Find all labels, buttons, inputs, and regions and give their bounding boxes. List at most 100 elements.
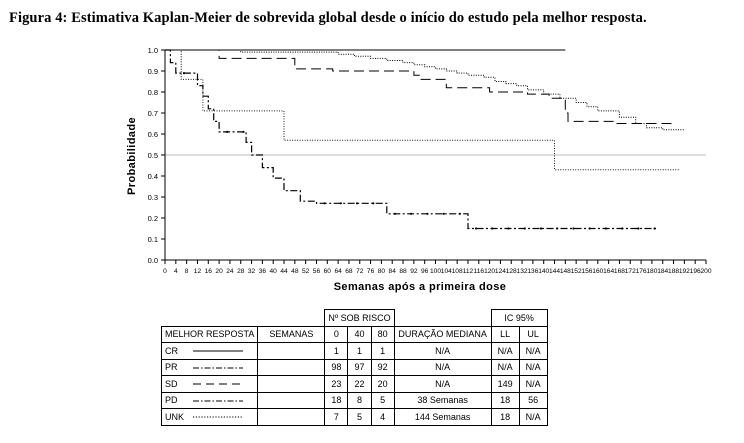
table-cell-ul: N/A <box>518 358 548 376</box>
pd-censor-mark <box>410 212 413 215</box>
pd-censor-mark <box>242 130 245 133</box>
table-row: PD 18 8 5 38 Semanas 18 56 <box>160 391 548 409</box>
table-cell-ul: 56 <box>518 391 548 409</box>
x-tick-label: 40 <box>270 268 278 275</box>
table-cell-group: SD <box>160 375 259 393</box>
table-blank-cell <box>394 310 491 327</box>
x-tick-label: 164 <box>603 268 614 275</box>
y-tick-label: 0.6 <box>148 130 158 139</box>
pd-censor-mark <box>372 202 375 205</box>
table-cell-r80: 92 <box>370 358 395 376</box>
figure-title: Figura 4: Estimativa Kaplan-Meier de sob… <box>9 10 647 26</box>
legend-line-sample <box>193 400 243 402</box>
pd-censor-mark <box>442 212 445 215</box>
table-cell-ll: N/A <box>490 342 520 360</box>
legend-line-sample <box>193 367 243 369</box>
table-cell-ul: N/A <box>518 408 548 426</box>
table-cell-r0: 23 <box>324 375 349 393</box>
table-cell-median: N/A <box>393 375 492 393</box>
y-tick-label: 0.1 <box>148 235 158 244</box>
col-header: SEMANAS <box>257 325 326 343</box>
x-tick-label: 140 <box>538 268 549 275</box>
pd-censor-mark <box>507 227 510 230</box>
table-cell-semanas <box>257 358 326 376</box>
col-header: 0 <box>324 325 349 343</box>
table-row: CR 1 1 1 N/A N/A N/A <box>160 342 548 360</box>
y-tick-label: 0.2 <box>148 214 158 223</box>
pd-censor-mark <box>621 227 624 230</box>
table-blank-cell <box>258 310 325 327</box>
pd-censor-mark <box>323 202 326 205</box>
col-header: 80 <box>370 325 395 343</box>
y-tick-label: 1.0 <box>148 46 158 55</box>
table-cell-group: CR <box>160 342 259 360</box>
pd-censor-mark <box>182 72 186 75</box>
x-tick-label: 100 <box>430 268 441 275</box>
series-line-pr <box>165 49 685 131</box>
col-header: DURAÇÃO MEDIANA <box>393 325 492 343</box>
table-cell-ul: N/A <box>518 375 548 393</box>
table-cell-median: 144 Semanas <box>393 408 492 426</box>
x-tick-label: 16 <box>205 268 213 275</box>
table-cell-semanas <box>257 375 326 393</box>
x-tick-label: 88 <box>399 268 407 275</box>
table-cell-median: N/A <box>393 358 492 376</box>
x-tick-label: 96 <box>421 268 429 275</box>
table-cell-r0: 7 <box>324 408 349 426</box>
col-header: LL <box>490 325 520 343</box>
table-cell-r80: 20 <box>370 375 395 393</box>
table-cell-ll: N/A <box>490 358 520 376</box>
table-cell-r80: 5 <box>370 391 395 409</box>
x-tick-label: 56 <box>313 268 321 275</box>
x-tick-label: 200 <box>700 268 711 275</box>
x-tick-label: 36 <box>259 268 267 275</box>
x-tick-label: 128 <box>506 268 517 275</box>
table-cell-group: PD <box>160 391 259 409</box>
legend-line-sample <box>193 350 243 352</box>
pd-censor-mark <box>426 212 429 215</box>
pd-censor-mark <box>393 212 397 215</box>
table-blank-cell <box>162 310 258 327</box>
x-tick-label: 72 <box>356 268 364 275</box>
ci-header: IC 95% <box>490 309 548 327</box>
x-tick-label: 68 <box>345 268 353 275</box>
col-header: 40 <box>347 325 372 343</box>
table-cell-median: N/A <box>393 342 492 360</box>
x-tick-label: 132 <box>517 268 528 275</box>
x-tick-label: 104 <box>441 268 452 275</box>
x-tick-label: 8 <box>185 268 189 275</box>
x-tick-label: 124 <box>495 268 506 275</box>
col-header: UL <box>518 325 548 343</box>
x-tick-label: 196 <box>690 268 701 275</box>
x-tick-label: 168 <box>614 268 625 275</box>
pd-censor-mark <box>588 227 591 230</box>
x-tick-label: 180 <box>646 268 657 275</box>
x-tick-label: 60 <box>324 268 332 275</box>
table-cell-r80: 4 <box>370 408 395 426</box>
table-cell-semanas <box>257 408 326 426</box>
x-tick-label: 112 <box>463 268 474 275</box>
chart-axes: 0.00.10.20.30.40.50.60.70.80.91.00 4 8 12 16… <box>148 46 712 275</box>
x-tick-label: 192 <box>679 268 690 275</box>
risk-table: Nº SOB RISCO IC 95% MELHOR RESPOSTA SEMA… <box>160 309 548 426</box>
table-cell-r0: 98 <box>324 358 349 376</box>
table-header-row: MELHOR RESPOSTA SEMANAS 0 40 80 DURAÇÃO … <box>160 325 548 343</box>
x-tick-label: 80 <box>378 268 386 275</box>
x-tick-label: 4 <box>174 268 178 275</box>
series-line-pd <box>165 49 658 230</box>
table-row: PR 98 97 92 N/A N/A N/A <box>160 358 548 376</box>
series-line-unk <box>165 49 679 171</box>
pd-censor-mark <box>339 202 342 205</box>
x-tick-label: 156 <box>581 268 592 275</box>
table-cell-ll: 149 <box>490 375 520 393</box>
pd-censor-mark <box>539 227 543 230</box>
x-tick-label: 28 <box>237 268 245 275</box>
y-tick-label: 0.4 <box>148 172 158 181</box>
x-tick-label: 64 <box>334 268 342 275</box>
pd-censor-mark <box>556 227 559 230</box>
chart-curves <box>165 49 685 230</box>
table-cell-ll: 18 <box>490 408 520 426</box>
y-axis-label: Probabilidade <box>126 117 138 195</box>
pd-censor-mark <box>572 227 575 230</box>
pd-censor-mark <box>458 212 461 215</box>
